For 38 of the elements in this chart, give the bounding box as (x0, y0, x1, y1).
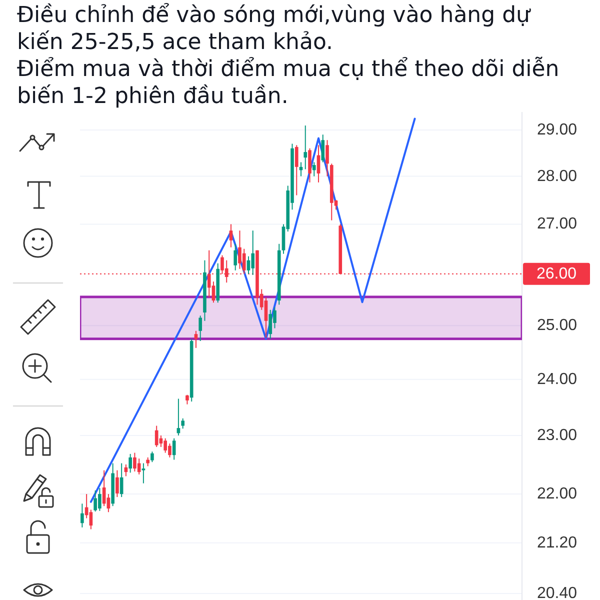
line-series (90, 118, 416, 503)
candlestick (308, 148, 312, 183)
candlestick (264, 296, 268, 338)
candlestick (326, 140, 329, 177)
candlestick (304, 125, 308, 170)
y-tick-label: 23.00 (536, 426, 578, 444)
candlestick (128, 453, 132, 474)
candlestick (312, 162, 316, 177)
candlestick (89, 509, 93, 530)
y-tick-label: 22.00 (536, 486, 578, 503)
y-tick-label: 20.40 (536, 585, 578, 600)
candlestick (181, 418, 185, 430)
candlestick (133, 452, 136, 472)
candlestick (142, 462, 146, 484)
candlestick (268, 309, 272, 340)
candlestick (321, 134, 325, 163)
candlestick (198, 315, 202, 342)
candlestick (242, 248, 246, 274)
candlestick (172, 438, 176, 460)
candlestick (150, 451, 154, 463)
chart-title: Điều chỉnh để vào sóng mới,vùng vào hàng dự kiến 25-25,5 ace tham khảo. (17, 3, 532, 55)
candlestick (80, 503, 84, 528)
candlestick (194, 330, 198, 348)
y-tick-label: 21.20 (536, 534, 578, 552)
y-tick-label: 29.00 (536, 122, 578, 139)
candlestick (234, 243, 238, 271)
y-tick-label: 27.00 (536, 216, 578, 233)
candlestick (229, 224, 233, 248)
ref-line-label: 26.00 (536, 265, 577, 282)
candlestick (186, 394, 189, 405)
chart-subtitle: Điểm mua và thời điểm mua cụ thể theo dõi diễn biến 1-2 phiên đầu tuần. (17, 56, 560, 109)
candlestick (246, 256, 250, 274)
candlestick (116, 470, 119, 498)
candlestick (294, 144, 298, 196)
y-tick-label: 28.00 (536, 168, 578, 185)
y-tick-label: 25.00 (536, 317, 578, 334)
y-tick-label: 24.00 (536, 370, 578, 388)
candlestick (251, 230, 255, 276)
